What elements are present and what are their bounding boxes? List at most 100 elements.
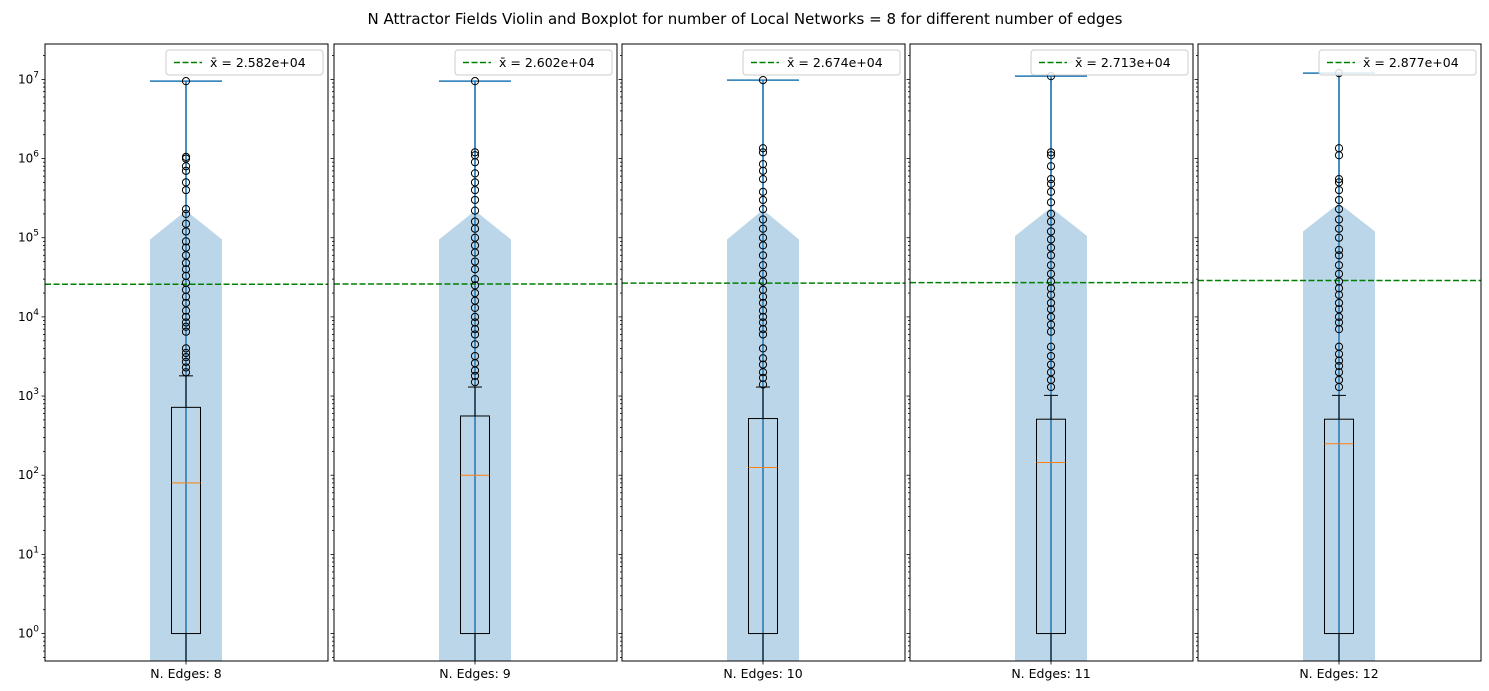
outlier-point	[758, 144, 768, 153]
outlier-point	[758, 148, 768, 157]
y-tick-label: 101	[18, 545, 39, 561]
axes-frame	[44, 43, 329, 662]
outlier-point	[181, 298, 191, 308]
outlier-point	[1046, 261, 1056, 270]
outlier-point	[470, 206, 480, 215]
outlier-point	[181, 237, 191, 246]
outlier-point	[1046, 235, 1056, 244]
legend-box	[165, 49, 324, 76]
legend-label: x̄ = 2.602e+04	[499, 55, 595, 70]
outlier-point	[1046, 290, 1056, 299]
axes-frame	[909, 43, 1194, 662]
outlier-point	[1334, 204, 1344, 214]
y-tick-label: 107	[18, 70, 39, 86]
outlier-point	[1046, 227, 1056, 236]
outlier-point	[1334, 224, 1344, 233]
outlier-point	[758, 344, 768, 353]
outlier-point	[470, 312, 480, 321]
outlier-point	[1046, 151, 1056, 160]
outlier-point	[758, 233, 768, 242]
y-tick-label: 102	[18, 466, 39, 482]
outlier-point	[181, 363, 191, 372]
outlier-point	[1046, 269, 1056, 278]
outlier-point	[470, 275, 480, 284]
outlier-point	[1334, 195, 1344, 205]
outlier-point	[758, 175, 768, 184]
outlier-point	[1334, 361, 1344, 371]
x-tick-label: N. Edges: 8	[150, 666, 221, 681]
outlier-point	[758, 360, 768, 369]
outlier-point	[758, 160, 768, 169]
y-tick-label: 105	[18, 229, 39, 245]
outlier-point	[1046, 187, 1056, 196]
outlier-point	[758, 298, 768, 308]
panel-5: N. Edges: 12 x̄ = 2.877e+04	[1194, 43, 1482, 681]
panel-2: N. Edges: 9 x̄ = 2.602e+04	[330, 43, 618, 681]
plot-area	[910, 72, 1193, 661]
axes-frame	[1197, 43, 1482, 662]
outlier-point	[470, 195, 480, 205]
outlier-point	[181, 344, 191, 353]
outlier-point	[1334, 318, 1344, 327]
outlier-point	[758, 325, 768, 334]
outlier-point	[181, 312, 191, 321]
outlier-point	[758, 354, 768, 363]
legend-label: x̄ = 2.674e+04	[787, 55, 883, 70]
outlier-point	[758, 187, 768, 196]
outlier-point	[1334, 269, 1344, 278]
outlier-point	[470, 281, 480, 290]
outlier-point	[470, 148, 480, 157]
outlier-point	[1334, 368, 1344, 377]
axes-frame	[333, 43, 618, 662]
y-tick-label: 106	[18, 150, 39, 166]
outlier-point	[470, 340, 480, 349]
outlier-point	[1046, 148, 1056, 157]
outlier-point	[470, 151, 480, 160]
outlier-point	[1334, 298, 1344, 308]
outlier-point	[181, 271, 191, 280]
panel-1: 100 101 102 103 104 105 106 107 N. Edges: 8 x̄ = …	[18, 43, 329, 681]
outlier-point	[758, 318, 768, 327]
plot-area	[1198, 69, 1481, 661]
axes-frame	[621, 43, 906, 662]
outlier-point	[1334, 175, 1344, 184]
outlier-point	[758, 269, 768, 278]
outlier-point	[758, 312, 768, 321]
outlier-point	[1334, 245, 1344, 255]
outlier-point	[181, 368, 191, 377]
outlier-point	[758, 380, 768, 389]
outlier-point	[181, 166, 191, 175]
outlier-point	[470, 257, 480, 266]
outlier-point	[1046, 175, 1056, 184]
outlier-point	[181, 318, 191, 327]
outlier-point	[1046, 351, 1056, 361]
outlier-point	[181, 348, 191, 358]
outlier-point	[470, 325, 480, 334]
plot-area	[622, 75, 905, 661]
legend-label: x̄ = 2.713e+04	[1075, 55, 1171, 70]
outlier-point	[758, 285, 768, 294]
x-tick-label: N. Edges: 9	[439, 666, 510, 681]
outlier-point	[181, 322, 191, 331]
outlier-point	[758, 215, 768, 224]
outlier-point	[1334, 342, 1344, 351]
legend-label: x̄ = 2.877e+04	[1363, 55, 1459, 70]
outlier-point	[470, 217, 480, 226]
plot-area	[45, 77, 328, 661]
outlier-point	[470, 371, 480, 380]
outlier-point	[181, 265, 191, 274]
outlier-point	[758, 166, 768, 175]
y-tick-label: 104	[18, 308, 39, 324]
outlier-point	[470, 351, 480, 361]
outlier-point	[470, 178, 480, 187]
outlier-point	[758, 224, 768, 233]
outlier-point	[758, 75, 768, 85]
x-tick-label: N. Edges: 11	[1011, 666, 1090, 681]
plot-area	[334, 77, 617, 661]
outlier-point	[181, 357, 191, 367]
outlier-point	[1334, 305, 1344, 314]
outlier-point	[1334, 251, 1344, 260]
outlier-point	[181, 219, 191, 228]
outlier-point	[1046, 209, 1056, 218]
